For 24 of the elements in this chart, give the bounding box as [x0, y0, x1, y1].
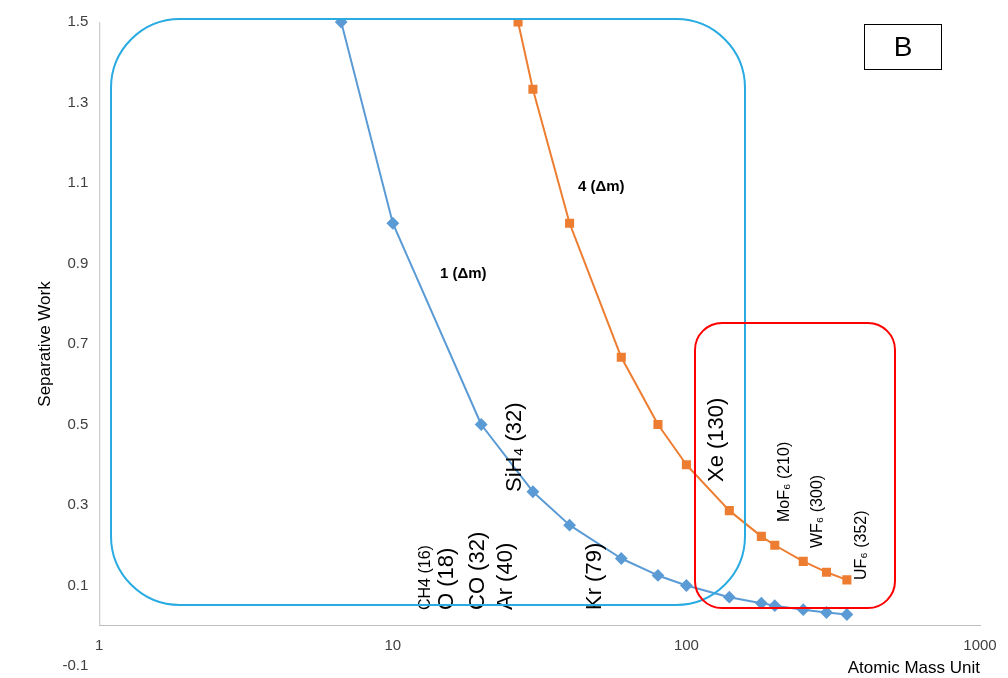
- y-axis-title: Separative Work: [34, 280, 54, 407]
- y-tick-label: 1.1: [67, 173, 89, 191]
- annotation: B: [864, 24, 942, 70]
- annotation: SiH₄ (32): [501, 402, 527, 492]
- y-tick-label: 0.7: [67, 334, 89, 352]
- x-tick-label: 100: [673, 635, 699, 653]
- x-tick-label: 10: [384, 635, 402, 653]
- annotation: UF₆ (352): [852, 510, 870, 580]
- annotation: Xe (130): [703, 397, 729, 482]
- y-tick-label: 1.3: [67, 92, 89, 110]
- y-tick-label: 0.3: [67, 495, 89, 513]
- x-tick-label: 1000: [963, 635, 997, 653]
- annotation: WF₆ (300): [808, 474, 826, 548]
- annotation: MoF₆ (210): [775, 441, 793, 522]
- y-tick-label: 0.9: [67, 253, 89, 271]
- x-axis-title: Atomic Mass Unit: [847, 657, 981, 677]
- y-tick-label: 1.5: [67, 12, 89, 30]
- annotation: 1 (Δm): [440, 264, 487, 282]
- annotation: Kr (79): [581, 542, 607, 610]
- x-tick-label: 1: [95, 635, 104, 653]
- y-tick-label: -0.1: [62, 656, 89, 674]
- y-tick-label: 0.5: [67, 414, 89, 432]
- annotation: 4 (Δm): [578, 177, 625, 195]
- y-tick-label: 0.1: [67, 575, 89, 593]
